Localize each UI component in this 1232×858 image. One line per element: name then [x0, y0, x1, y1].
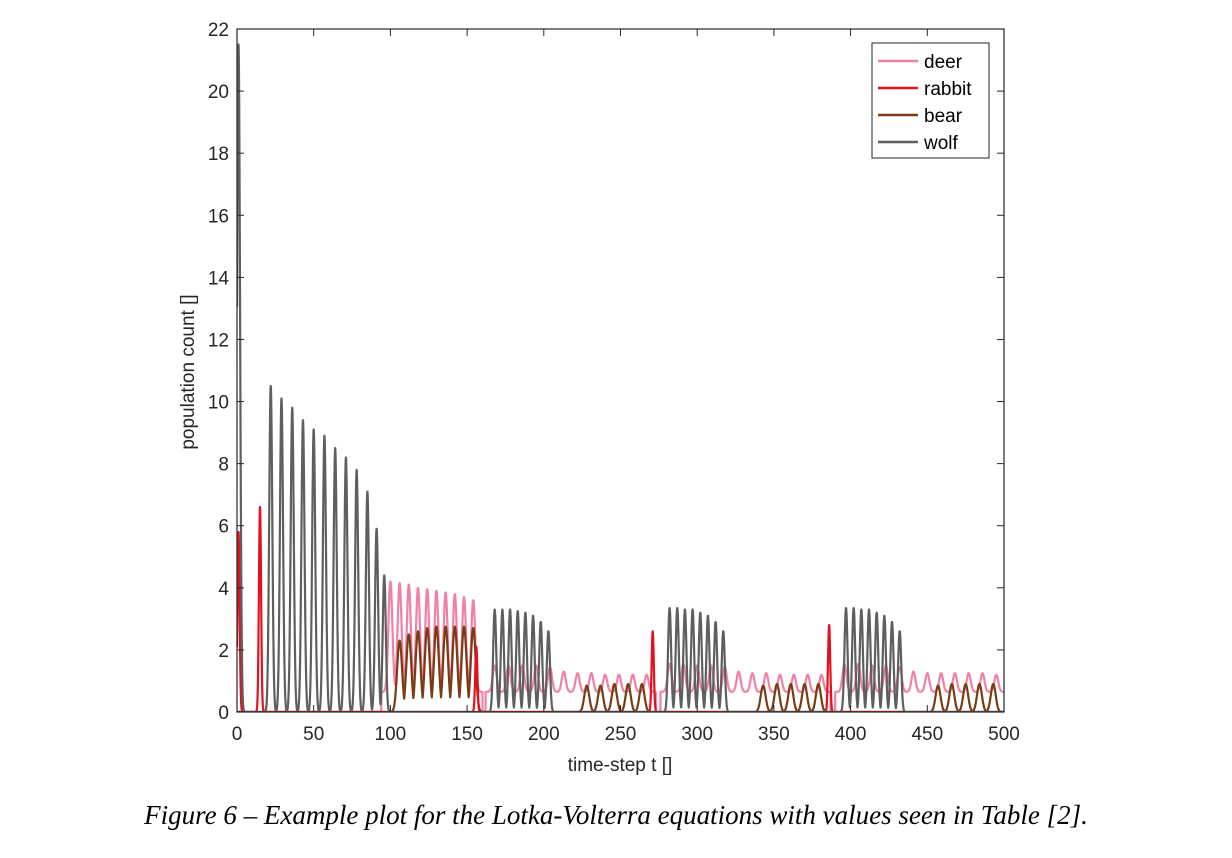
y-tick-label: 6: [218, 517, 229, 538]
x-tick-label: 250: [605, 724, 637, 745]
ticks-layer: 0 50 100 150 200 250 300 350 400 450 500 0 2 4 6 8 10 12 1…: [208, 20, 1020, 745]
y-tick-label: 22: [208, 20, 229, 41]
x-tick-label: 100: [375, 724, 407, 745]
y-tick-label: 18: [208, 144, 229, 165]
y-tick-label: 12: [208, 330, 229, 351]
x-axis-label: time-step t []: [568, 755, 673, 776]
x-tick-label: 300: [681, 724, 713, 745]
x-tick-label: 0: [232, 724, 243, 745]
x-tick-label: 350: [758, 724, 790, 745]
y-tick-label: 0: [218, 703, 229, 724]
figure-caption: Figure 6 – Example plot for the Lotka-Vo…: [144, 800, 1088, 830]
y-axis-label: population count []: [178, 294, 199, 449]
legend-label-wolf: wolf: [923, 133, 959, 154]
x-tick-label: 200: [528, 724, 560, 745]
x-tick-label: 500: [988, 724, 1020, 745]
series-line-deer: [237, 580, 1004, 712]
y-tick-label: 16: [208, 206, 229, 227]
lotka-volterra-chart: 0 50 100 150 200 250 300 350 400 450 500 0 2 4 6 8 10 12 1…: [178, 20, 1020, 776]
y-tick-label: 10: [208, 393, 229, 414]
legend: deer rabbit bear wolf: [871, 42, 990, 159]
y-tick-label: 4: [218, 579, 229, 600]
y-tick-label: 8: [218, 455, 229, 476]
series-line-wolf: [237, 43, 1004, 712]
legend-label-deer: deer: [924, 52, 963, 73]
y-tick-label: 20: [208, 82, 229, 103]
legend-label-rabbit: rabbit: [924, 79, 972, 100]
x-tick-label: 400: [835, 724, 867, 745]
legend-label-bear: bear: [924, 106, 963, 127]
x-tick-label: 150: [451, 724, 483, 745]
y-tick-label: 14: [208, 268, 230, 289]
x-tick-label: 450: [911, 724, 943, 745]
x-tick-label: 50: [303, 724, 324, 745]
y-tick-label: 2: [218, 641, 229, 662]
